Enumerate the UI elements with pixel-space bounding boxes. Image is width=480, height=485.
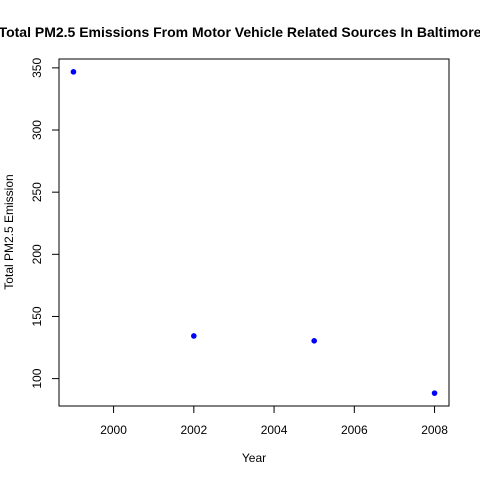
y-tick-label: 100 (30, 368, 44, 388)
data-point (191, 333, 197, 339)
y-tick-label: 250 (30, 182, 44, 202)
data-points (70, 69, 438, 396)
x-tick-label: 2004 (261, 423, 288, 437)
data-point (70, 69, 77, 75)
x-tick-label: 2000 (100, 423, 127, 437)
y-tick-label: 150 (30, 306, 44, 326)
x-tick-label: 2006 (341, 423, 368, 437)
y-axis: 100 150 200 250 300 350 (30, 58, 60, 389)
y-tick-label: 200 (30, 244, 44, 264)
chart-title: Total PM2.5 Emissions From Motor Vehicle… (0, 24, 480, 40)
y-axis-title: Total PM2.5 Emission (2, 174, 16, 289)
y-tick-label: 300 (30, 120, 44, 140)
x-axis: 2000 2002 2004 2006 2008 (100, 405, 448, 437)
data-point (311, 338, 317, 344)
y-tick-label: 350 (30, 58, 44, 78)
data-point (431, 390, 438, 396)
x-tick-label: 2008 (421, 423, 448, 437)
x-axis-title: Year (242, 451, 266, 465)
x-tick-label: 2002 (180, 423, 207, 437)
